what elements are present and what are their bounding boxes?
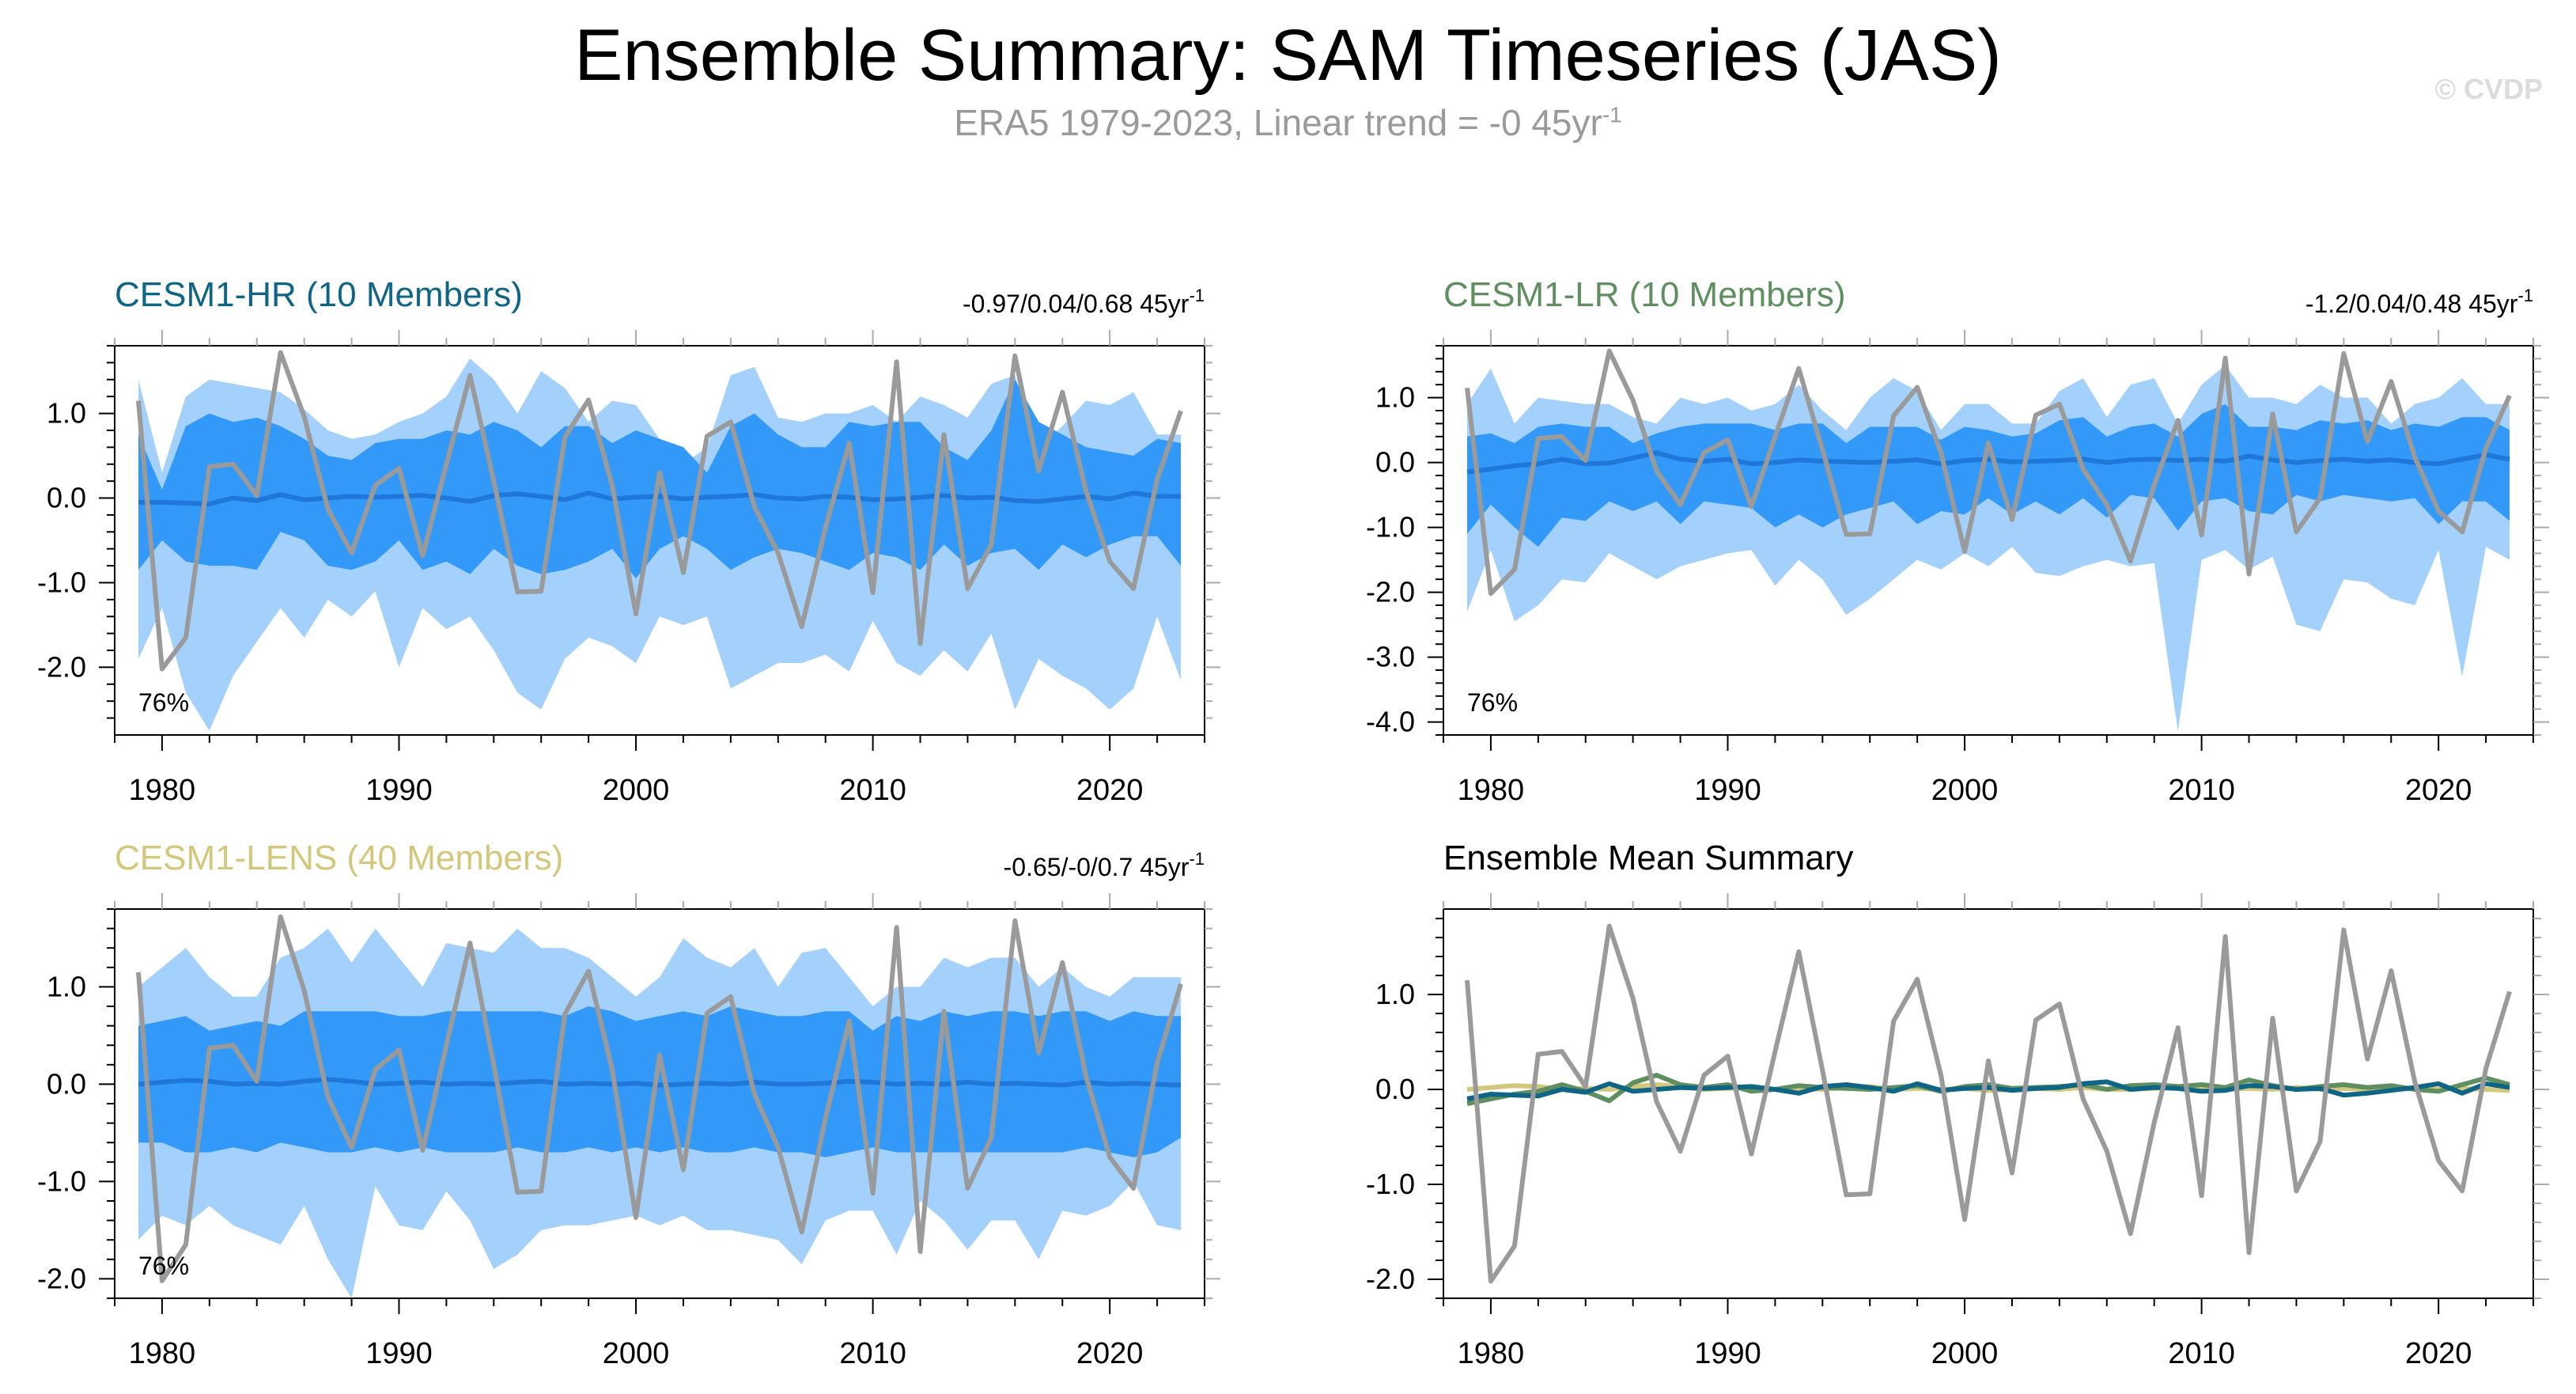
x-tick-label: 2020 <box>2405 774 2472 807</box>
y-tick-label: 1.0 <box>1375 381 1415 414</box>
x-tick-label: 2020 <box>1076 1337 1144 1370</box>
y-tick-label: 0.0 <box>47 1067 86 1100</box>
era5-line <box>136 350 1183 672</box>
y-tick-label: -1.0 <box>1366 1168 1415 1200</box>
y-tick-label: 0.0 <box>1375 446 1415 479</box>
panel-hr: 76% -0.97/0.04/0.68 45yr-1 CESM1-HR (10 Me… <box>37 275 1220 807</box>
trend-value: -0.65/-0/0.7 45yr <box>1004 853 1190 881</box>
series-line-cesm1-lr <box>1466 1073 2510 1106</box>
x-tick-label: 1980 <box>1458 1337 1525 1370</box>
series-line-cesm1-hr <box>1466 1079 2510 1101</box>
x-tick-label: 2020 <box>1076 774 1144 807</box>
panel-title: CESM1-HR (10 Members) <box>115 275 523 314</box>
band-12-88-percentile <box>138 1006 1181 1157</box>
y-tick-label: 1.0 <box>47 970 86 1002</box>
plot-frame <box>1443 908 2534 1299</box>
panel-title: CESM1-LR (10 Members) <box>1443 275 1846 314</box>
y-tick-label: -1.0 <box>37 566 86 598</box>
trend-superscript: -1 <box>1189 849 1205 869</box>
ensemble-mean-line <box>138 1077 1182 1088</box>
percentage-label: 76% <box>138 688 189 717</box>
y-tick-label: -1.0 <box>1366 511 1415 544</box>
panel-mean: Ensemble Mean Summary 1.0 0.0 -1.0 -2.0 1980 1… <box>1366 839 2549 1370</box>
x-tick-label: 1990 <box>365 774 433 807</box>
panel-lens: 76% -0.65/-0/0.7 45yr-1 CESM1-LENS (40 Mem… <box>37 839 1220 1370</box>
trend-text: -0.65/-0/0.7 45yr-1 <box>1004 849 1205 881</box>
era5-line <box>136 914 1183 1283</box>
x-tick-label: 1980 <box>1458 774 1525 807</box>
x-tick-label: 2020 <box>2405 1337 2472 1370</box>
x-tick-label: 2000 <box>1931 1337 1999 1370</box>
panel-title: Ensemble Mean Summary <box>1443 839 1853 877</box>
x-tick-label: 2000 <box>1931 774 1999 807</box>
x-tick-label: 1990 <box>1694 774 1761 807</box>
y-tick-label: 0.0 <box>1375 1073 1415 1105</box>
ensemble-mean-line <box>1466 450 2510 475</box>
x-tick-label: 1980 <box>129 1337 196 1370</box>
series-line-cesm1-lens <box>1466 1082 2510 1093</box>
cvdp-watermark: © CVDP <box>2434 73 2543 105</box>
x-tick-label: 1980 <box>129 774 196 807</box>
y-tick-label: -4.0 <box>1366 706 1415 738</box>
y-tick-label: -2.0 <box>37 650 86 683</box>
y-tick-label: 0.0 <box>47 482 86 514</box>
x-tick-label: 1990 <box>1694 1337 1761 1370</box>
trend-superscript: -1 <box>1189 286 1205 305</box>
y-tick-label: -2.0 <box>37 1262 86 1294</box>
percentage-label: 76% <box>138 1252 189 1280</box>
y-tick-label: 1.0 <box>47 397 86 430</box>
x-tick-label: 2010 <box>839 1337 906 1370</box>
panel-title: CESM1-LENS (40 Members) <box>115 839 563 877</box>
y-tick-label: 1.0 <box>1375 978 1415 1010</box>
y-tick-label: -2.0 <box>1366 1263 1415 1295</box>
band-min-max <box>1467 365 2510 732</box>
x-tick-label: 2000 <box>603 774 670 807</box>
chart-subtitle: ERA5 1979-2023, Linear trend = -0 45yr-1 <box>0 101 2576 144</box>
trend-value: -1.2/0.04/0.48 45yr <box>2306 290 2518 318</box>
percentage-label: 76% <box>1467 688 1518 717</box>
x-tick-label: 2010 <box>2168 1337 2235 1370</box>
panel-lr: 76% -1.2/0.04/0.48 45yr-1 CESM1-LR (10 Mem… <box>1366 275 2549 807</box>
era5-line <box>1465 348 2512 597</box>
chart-main-title: Ensemble Summary: SAM Timeseries (JAS) <box>574 15 2002 96</box>
trend-text: -1.2/0.04/0.48 45yr-1 <box>2306 286 2533 318</box>
y-tick-label: -1.0 <box>37 1165 86 1197</box>
trend-text: -0.97/0.04/0.68 45yr-1 <box>963 286 1205 318</box>
plot-frame <box>114 345 1205 736</box>
x-tick-label: 2010 <box>2168 774 2235 807</box>
y-tick-label: -2.0 <box>1366 576 1415 608</box>
trend-superscript: -1 <box>2517 286 2533 305</box>
x-tick-label: 2000 <box>603 1337 670 1370</box>
subtitle-superscript: -1 <box>1602 102 1622 127</box>
ensemble-mean-line <box>138 491 1181 506</box>
subtitle-text: ERA5 1979-2023, Linear trend = -0 45yr <box>954 102 1602 143</box>
trend-value: -0.97/0.04/0.68 45yr <box>963 290 1190 318</box>
x-tick-label: 2010 <box>839 774 906 807</box>
x-tick-label: 1990 <box>365 1337 433 1370</box>
y-tick-label: -3.0 <box>1366 641 1415 673</box>
series-line-era5 <box>1465 923 2512 1284</box>
